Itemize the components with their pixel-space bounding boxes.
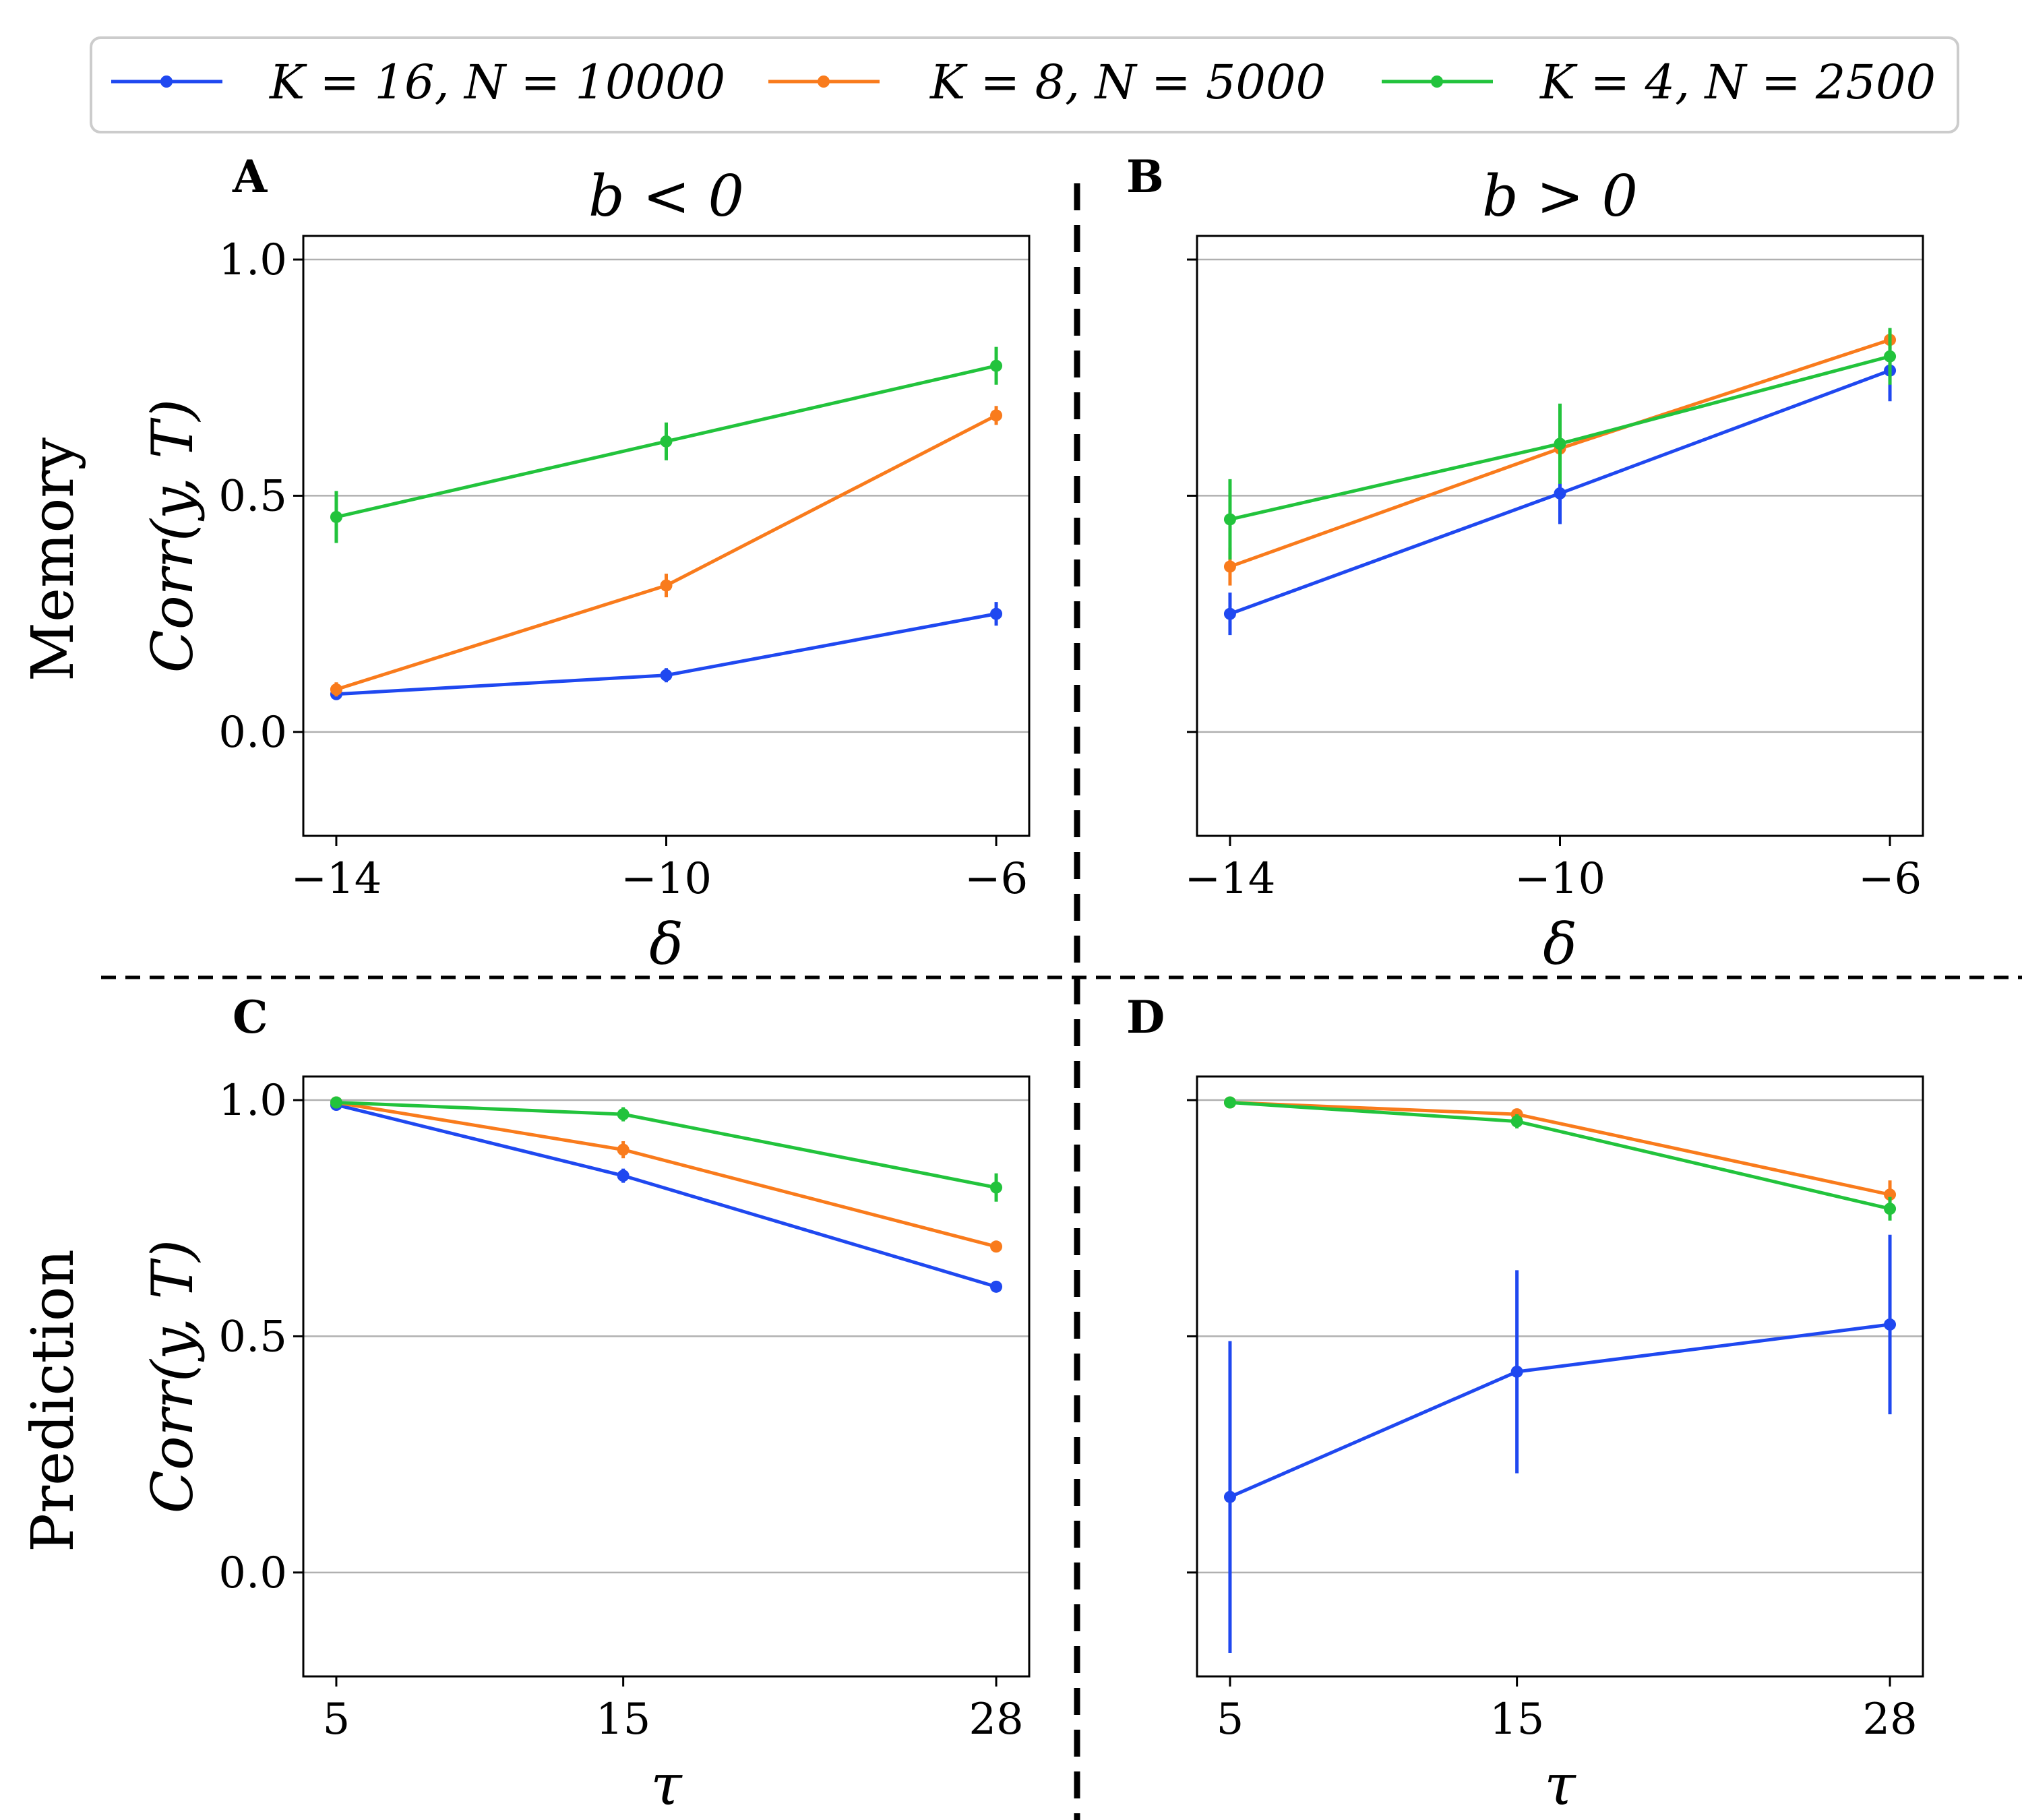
data-point-c-0-1 [617,1170,630,1182]
data-point-d-2-0 [1223,1096,1236,1109]
xtick-label-d-1: 15 [1490,1695,1544,1745]
panel-b: −14 −10 −6 b > 0 Bδ [1126,150,1924,977]
panel-label-d: D [1126,991,1165,1043]
plot-frame-c [302,1075,1031,1678]
data-point-d-0-2 [1884,1318,1897,1331]
x-axis-label-c: τ [650,1752,683,1818]
data-point-b-2-1 [1554,437,1566,450]
panel-c: 0.0 0.5 1.0 5 15 28 Cτ Corr(y, T) [140,991,1031,1818]
xtick-label-c-0: 5 [323,1695,350,1745]
legend-label-1: K = 8, N = 5000 [929,55,1326,110]
legend-entry-0: K = 16, N = 10000 [111,55,725,110]
data-point-c-2-0 [330,1096,342,1109]
row-label-memory: Memory [20,437,87,681]
panel-label-a: A [232,150,268,203]
xtick-label-a-0: −14 [290,854,381,904]
ytick-label-c-0: 0.0 [218,1548,287,1598]
x-axis-label-d: τ [1544,1752,1576,1818]
legend-marker-1 [818,75,830,88]
panel-title-a: b < 0 [588,163,744,229]
data-point-a-2-2 [990,359,1003,372]
ytick-label-c-1: 0.5 [218,1312,287,1362]
data-point-a-1-0 [330,683,342,696]
plot-frame-b [1196,235,1924,837]
ytick-label-a-1: 0.5 [218,471,287,521]
xtick-label-d-2: 28 [1862,1695,1917,1745]
data-point-c-2-1 [617,1108,630,1121]
data-point-c-0-2 [990,1280,1003,1293]
data-point-b-0-0 [1223,607,1236,620]
data-point-b-2-2 [1884,350,1897,363]
xtick-label-d-0: 5 [1217,1695,1244,1745]
panel-title-b: b > 0 [1482,163,1638,229]
xtick-label-b-0: −14 [1184,854,1275,904]
data-point-a-2-0 [330,510,342,523]
panel-a: 0.0 0.5 1.0 −14 −10 −6 b < 0 Aδ Corr(y, T) [140,150,1031,977]
data-point-a-0-1 [660,669,673,681]
data-point-a-1-1 [660,579,673,592]
xtick-label-c-2: 28 [969,1695,1023,1745]
x-axis-label-b: δ [1543,911,1577,977]
data-point-d-0-1 [1510,1365,1523,1378]
data-point-c-1-2 [990,1240,1003,1253]
xtick-label-b-2: −6 [1858,854,1922,904]
data-point-b-2-0 [1223,513,1236,526]
panel-label-b: B [1126,150,1164,203]
xtick-label-a-2: −6 [964,854,1028,904]
plot-frame-d [1196,1075,1924,1678]
legend-label-2: K = 4, N = 2500 [1539,55,1936,110]
x-axis-label-a: δ [649,911,683,977]
panel-label-c: C [233,991,268,1043]
data-point-b-1-0 [1223,560,1236,573]
plot-frame-a [302,235,1031,837]
row-label-prediction: Prediction [20,1249,87,1552]
legend-label-0: K = 16, N = 10000 [268,55,725,110]
ytick-label-a-0: 0.0 [218,708,287,758]
legend-marker-2 [1431,75,1443,88]
data-point-a-2-1 [660,435,673,448]
ytick-label-c-2: 1.0 [218,1076,287,1126]
y-axis-label-c: Corr(y, T) [140,1240,206,1513]
data-point-d-0-0 [1223,1490,1236,1503]
panels: 0.0 0.5 1.0 −14 −10 −6 b < 0 Aδ Corr(y, T) −14 −10… [140,150,1924,1818]
legend-marker-0 [160,75,173,88]
legend: K = 16, N = 10000 K = 8, N = 5000 K = 4,… [90,36,1959,133]
ytick-label-a-2: 1.0 [218,235,287,285]
data-point-a-1-2 [990,409,1003,422]
data-point-c-1-1 [617,1143,630,1156]
y-axis-label-a: Corr(y, T) [140,399,206,673]
panel-d: 5 15 28 Dτ [1126,991,1924,1818]
data-point-d-2-1 [1510,1115,1523,1128]
xtick-label-a-1: −10 [621,854,712,904]
legend-frame [90,36,1959,133]
data-point-a-0-2 [990,607,1003,620]
legend-entry-1: K = 8, N = 5000 [768,55,1326,110]
data-point-d-2-2 [1884,1203,1897,1215]
legend-entry-2: K = 4, N = 2500 [1382,55,1936,110]
data-point-c-2-2 [990,1181,1003,1194]
xtick-label-b-1: −10 [1514,854,1605,904]
data-point-b-0-1 [1554,487,1566,499]
data-point-d-1-2 [1884,1188,1897,1201]
xtick-label-c-1: 15 [596,1695,650,1745]
